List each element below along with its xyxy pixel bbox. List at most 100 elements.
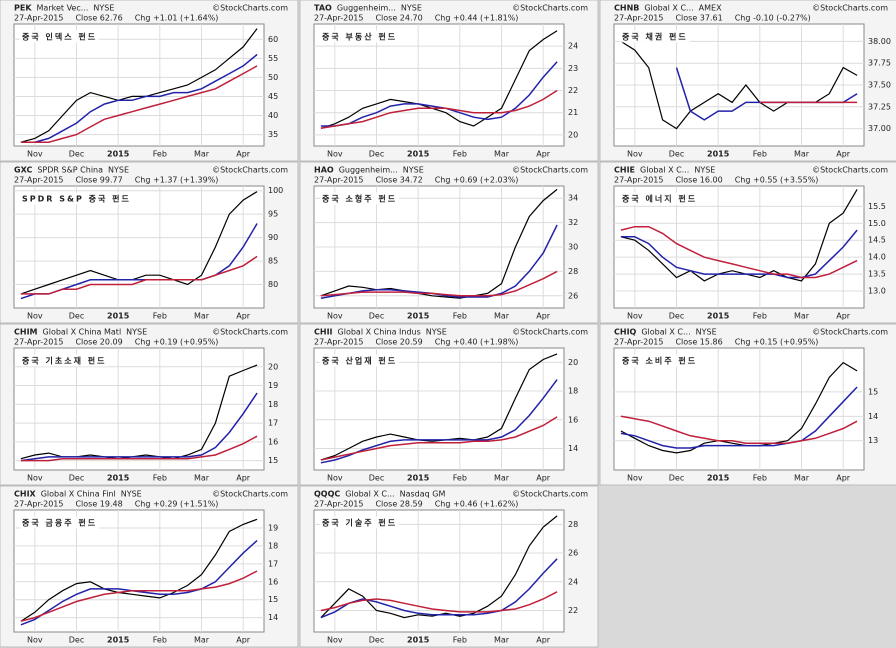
y-tick-label: 26	[568, 549, 578, 558]
header-ticker: CHIX	[14, 490, 37, 499]
x-tick-label: Apr	[536, 474, 551, 483]
header-exchange: NYSE	[108, 166, 129, 175]
header-change: Chg +0.46 (+1.62%)	[435, 500, 519, 509]
moving-average	[320, 61, 558, 127]
y-tick-label: 14	[268, 613, 278, 622]
header-source: ©StockCharts.com	[212, 4, 288, 13]
x-tick-label: 2015	[107, 150, 130, 159]
header-source: ©StockCharts.com	[212, 490, 288, 499]
overlay-title-bg	[20, 354, 109, 367]
header-source: ©StockCharts.com	[512, 328, 588, 337]
header-exchange: AMEX	[699, 4, 722, 13]
x-tick-label: 2015	[407, 474, 430, 483]
header-change: Chg -0.10 (-0.27%)	[735, 14, 811, 23]
stock-panel: CHIX Global X China Finl NYSE ©StockCharts.…	[0, 485, 299, 648]
y-tick-label: 13.0	[868, 287, 886, 296]
x-tick-label: Dec	[669, 150, 684, 159]
overlay-title: 중국 인덱스 펀드	[22, 32, 97, 42]
x-tick-label: Mar	[194, 150, 210, 159]
header-close: Close 62.76	[75, 14, 122, 23]
header-close: Close 37.61	[675, 14, 722, 23]
header-close: Close 99.77	[75, 176, 122, 185]
header-close: Close 15.86	[675, 338, 722, 347]
overlay-title-bg	[620, 192, 700, 205]
x-tick-label: Nov	[27, 636, 43, 645]
y-tick-label: 20	[268, 362, 278, 371]
y-tick-label: 20	[568, 130, 578, 139]
header-name: Global X China Finl	[41, 490, 116, 499]
moving-average	[620, 225, 858, 279]
header-date: 27-Apr-2015	[614, 338, 663, 347]
moving-average	[20, 255, 258, 295]
x-tick-label: Feb	[453, 474, 467, 483]
y-tick-label: 45	[268, 92, 278, 101]
y-tick-label: 37.25	[868, 102, 891, 111]
y-tick-label: 34	[568, 194, 578, 203]
y-tick-label: 19	[268, 523, 278, 532]
x-tick-label: Nov	[327, 474, 343, 483]
overlay-title-bg	[320, 30, 400, 43]
x-tick-label: Feb	[753, 150, 767, 159]
y-tick-label: 28	[568, 520, 578, 529]
x-tick-label: 2015	[107, 474, 130, 483]
x-tick-label: Apr	[236, 636, 251, 645]
price-line	[20, 28, 258, 143]
header-change: Chg +0.29 (+1.51%)	[135, 500, 219, 509]
x-tick-label: Mar	[194, 312, 210, 321]
x-tick-label: Nov	[27, 474, 43, 483]
moving-average	[320, 591, 558, 613]
x-tick-label: Dec	[669, 312, 684, 321]
overlay-title: 중국 소형주 펀드	[322, 194, 397, 204]
moving-average	[320, 416, 558, 461]
header-source: ©StockCharts.com	[512, 4, 588, 13]
overlay-title: 중국 부동산 펀드	[322, 32, 397, 42]
x-tick-label: Nov	[627, 312, 643, 321]
overlay-title: 중국 기초소재 펀드	[22, 356, 106, 366]
y-tick-label: 26	[568, 291, 578, 300]
header-source: ©StockCharts.com	[812, 166, 888, 175]
x-tick-label: Dec	[69, 474, 84, 483]
plot-area	[313, 347, 565, 471]
header-date: 27-Apr-2015	[614, 14, 663, 23]
x-tick-label: Nov	[627, 150, 643, 159]
header-name: Guggenheim...	[339, 166, 398, 175]
x-tick-label: Dec	[369, 636, 384, 645]
header-ticker: GXC	[14, 166, 32, 175]
y-tick-label: 14	[868, 412, 878, 421]
header-close: Close 20.09	[75, 338, 122, 347]
overlay-title: 중국 기술주 펀드	[322, 518, 397, 528]
y-tick-label: 23	[568, 64, 578, 73]
y-tick-label: 22	[568, 606, 578, 615]
x-tick-label: Apr	[236, 474, 251, 483]
header-name: Global X China Indus	[338, 328, 421, 337]
y-tick-label: 60	[268, 35, 278, 44]
header-ticker: CHII	[314, 328, 333, 337]
overlay-title-bg	[620, 30, 690, 43]
header-name: SPDR S&P China	[37, 166, 103, 175]
header-exchange: NYSE	[694, 166, 715, 175]
x-tick-label: Apr	[836, 150, 851, 159]
stock-panel: CHIM Global X China Matl NYSE ©StockCharts.…	[0, 323, 299, 486]
overlay-title-bg	[320, 354, 400, 367]
moving-average	[620, 415, 858, 444]
header-source: ©StockCharts.com	[512, 490, 588, 499]
y-tick-label: 90	[268, 233, 278, 242]
x-tick-label: Dec	[69, 312, 84, 321]
header-source: ©StockCharts.com	[812, 4, 888, 13]
plot-area	[313, 23, 565, 147]
header-change: Chg +0.15 (+0.95%)	[735, 338, 819, 347]
moving-average	[20, 65, 258, 143]
overlay-title: 중국 소비주 펀드	[622, 356, 697, 366]
y-tick-label: 16	[568, 415, 578, 424]
y-tick-label: 14.0	[868, 253, 886, 262]
price-line	[320, 188, 558, 299]
header-date: 27-Apr-2015	[314, 338, 363, 347]
header-ticker: QQQC	[314, 490, 340, 499]
price-line	[620, 189, 858, 282]
x-tick-label: Dec	[369, 474, 384, 483]
x-tick-label: Mar	[194, 474, 210, 483]
y-tick-label: 15.0	[868, 219, 886, 228]
header-close: Close 28.59	[375, 500, 422, 509]
x-tick-label: Nov	[627, 474, 643, 483]
